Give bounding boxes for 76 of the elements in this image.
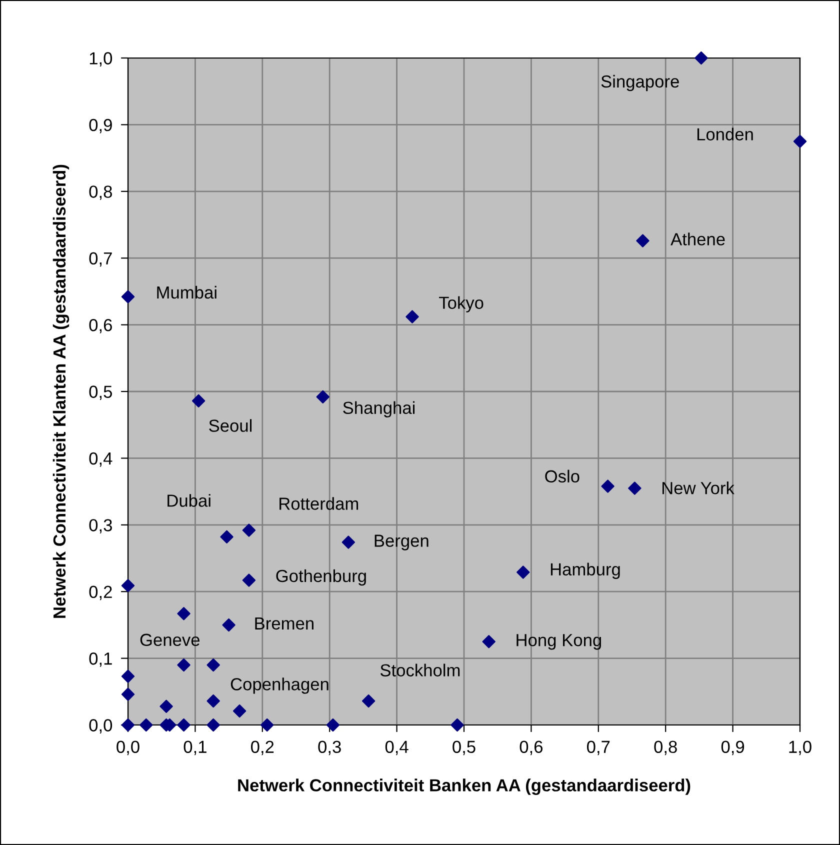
annotation: Shanghai	[343, 401, 415, 418]
x-tick-label: 0,8	[654, 740, 677, 756]
annotation: Copenhagen	[230, 678, 328, 694]
annotation: Athene	[670, 232, 725, 246]
point	[177, 607, 190, 620]
point	[260, 718, 274, 732]
annotation: Singapore	[601, 74, 679, 92]
point	[220, 530, 234, 544]
y-tick-label: 0,0	[89, 719, 112, 734]
point	[206, 658, 220, 672]
x-tick-label: 0,6	[520, 740, 543, 756]
point	[206, 718, 220, 732]
point	[628, 482, 642, 495]
x-tick-label: 0,0	[116, 740, 140, 756]
point	[177, 658, 190, 672]
annotation: Hong Kong	[516, 634, 602, 650]
point	[342, 536, 356, 549]
point	[121, 688, 135, 701]
annotation: Bremen	[255, 617, 314, 630]
x-tick-label: 1,0	[789, 740, 812, 756]
point	[362, 694, 376, 708]
x-tick-label: 0,7	[587, 740, 610, 756]
x-tick-label: 0,9	[721, 740, 744, 756]
point	[636, 234, 650, 248]
point	[222, 618, 236, 632]
annotation: Rotterdam	[280, 497, 358, 510]
y-tick-label: 0,5	[89, 386, 112, 400]
point	[140, 718, 153, 732]
annotation: Stockholm	[380, 664, 460, 676]
point	[206, 694, 220, 708]
y-tick-label: 1,0	[90, 52, 112, 67]
point	[694, 51, 708, 65]
point	[316, 390, 330, 404]
annotation: Bergen	[374, 534, 428, 550]
point	[160, 700, 173, 713]
annotation: Londen	[697, 128, 753, 140]
point	[482, 635, 496, 648]
annotation: Oslo	[545, 470, 580, 483]
x-tick-label: 0,4	[385, 740, 408, 756]
point	[192, 394, 206, 408]
point	[121, 718, 135, 732]
point	[242, 574, 256, 587]
y-tick-label: 0,1	[89, 652, 112, 667]
annotation: Dubai	[168, 494, 210, 507]
x-axis-title: Netwerk Connectiviteit Banken AA (gestandaardiseerd)	[238, 778, 690, 795]
point	[177, 718, 190, 732]
point	[121, 579, 135, 592]
point	[242, 524, 256, 537]
x-tick-label: 0,3	[318, 740, 341, 756]
annotation: Seoul	[209, 419, 252, 432]
point	[450, 718, 464, 732]
point	[793, 134, 807, 148]
point	[326, 718, 340, 732]
point	[516, 566, 530, 579]
annotation: Hamburg	[550, 562, 620, 579]
point	[121, 290, 135, 304]
y-tick-label: 0,6	[89, 318, 112, 334]
x-tick-label: 0,1	[184, 740, 206, 756]
point	[121, 670, 135, 683]
x-tick-label: 0,5	[452, 740, 476, 756]
point	[601, 480, 614, 493]
y-tick-label: 0,7	[89, 252, 112, 267]
y-tick-label: 0,4	[89, 452, 112, 467]
point	[232, 704, 246, 718]
y-tick-label: 0,9	[89, 118, 112, 134]
annotation: Geneve	[140, 634, 200, 646]
annotation: Tokyo	[439, 296, 484, 312]
x-tick-label: 0,2	[251, 740, 274, 756]
annotation: Mumbai	[157, 286, 216, 299]
y-axis-title: Netwerk Connectiviteit Klanten AA (gestandaardiseerd)	[52, 164, 70, 618]
y-tick-label: 0,3	[89, 519, 112, 534]
annotation: Gothenburg	[276, 569, 366, 586]
y-tick-label: 0,2	[89, 586, 112, 600]
annotation: New York	[662, 482, 734, 494]
point	[406, 310, 419, 324]
y-tick-label: 0,8	[89, 186, 112, 200]
